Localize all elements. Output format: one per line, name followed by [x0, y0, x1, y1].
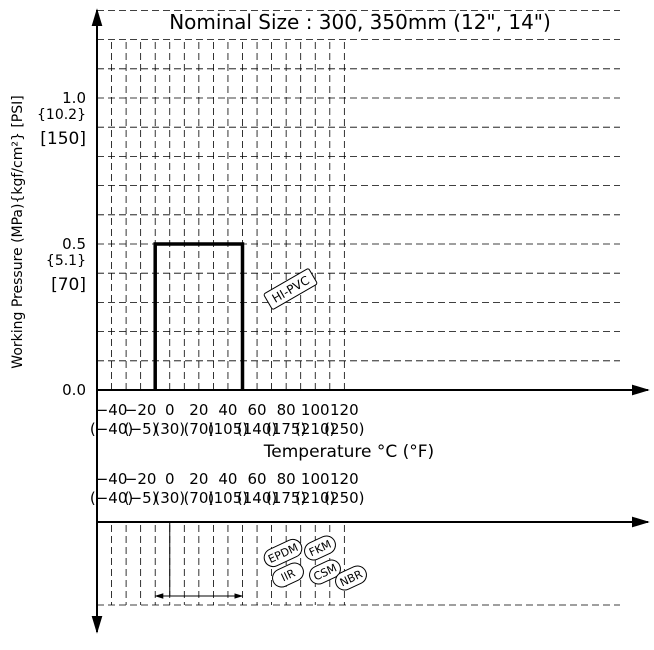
y-tick-psi: [70]: [51, 275, 86, 295]
x-tick-celsius: 0: [165, 401, 175, 419]
x-tick-celsius: 40: [218, 401, 237, 419]
x-tick-lower-celsius: 60: [248, 470, 267, 488]
x-tick-lower-celsius: 80: [277, 470, 296, 488]
x-tick-fahrenheit: (250): [324, 420, 364, 438]
x-tick-lower-fahrenheit: (70): [183, 489, 214, 507]
x-tick-fahrenheit: (175): [266, 420, 306, 438]
x-tick-fahrenheit: (210): [295, 420, 335, 438]
x-tick-lower-fahrenheit: (210): [295, 489, 335, 507]
x-tick-fahrenheit: (−5): [124, 420, 158, 438]
x-tick-celsius: 120: [330, 401, 359, 419]
seal-material-text: IIR: [279, 566, 298, 584]
chart-title: Nominal Size : 300, 350mm (12", 14"): [169, 10, 551, 34]
x-tick-lower-fahrenheit: (250): [324, 489, 364, 507]
x-tick-lower-celsius: 100: [301, 470, 330, 488]
x-tick-lower-celsius: 120: [330, 470, 359, 488]
seal-chart-grid: [97, 525, 620, 606]
x-tick-lower-celsius: 20: [189, 470, 208, 488]
series-line-hi-pvc: [153, 242, 245, 390]
seal-material-badge: [309, 559, 341, 585]
x-tick-lower-celsius: 40: [218, 470, 237, 488]
x-tick-fahrenheit: (70): [183, 420, 214, 438]
y-tick-psi: [150]: [40, 129, 86, 149]
y-tick-labels: 0.0 0.5{5.1} [70] 1.0{10.2} [150]: [37, 89, 86, 399]
x-tick-fahrenheit: (105): [208, 420, 248, 438]
series-label-box: [263, 268, 318, 310]
y-tick-mpa: 1.0: [62, 89, 86, 107]
x-tick-lower-fahrenheit: (−40): [90, 489, 133, 507]
seal-material-label: IIR: [272, 562, 304, 588]
x-tick-labels-lower: −40(−40)−20(−5) 0(30)20(70)40(105)60(140)…: [90, 470, 365, 507]
x-tick-lower-fahrenheit: (105): [208, 489, 248, 507]
x-tick-fahrenheit: (30): [154, 420, 185, 438]
x-tick-lower-celsius: −40: [96, 470, 128, 488]
chart-grid: [97, 9, 620, 390]
y-tick-kgf: {5.1}: [46, 253, 86, 269]
seal-material-label: CSM: [309, 559, 341, 585]
seal-material-badge: [263, 538, 303, 568]
seal-material-label: FKM: [304, 535, 336, 561]
y-tick-kgf: {10.2}: [37, 107, 86, 123]
x-tick-celsius: 100: [301, 401, 330, 419]
x-tick-celsius: 20: [189, 401, 208, 419]
x-tick-lower-fahrenheit: (30): [154, 489, 185, 507]
x-tick-fahrenheit: (140): [237, 420, 277, 438]
y-tick-mpa: 0.5: [62, 235, 86, 253]
x-tick-fahrenheit: (−40): [90, 420, 133, 438]
x-tick-lower-fahrenheit: (175): [266, 489, 306, 507]
x-tick-celsius: 60: [248, 401, 267, 419]
seal-material-badge: [304, 535, 336, 561]
x-tick-labels: −40(−40)−20(−5) 0(30)20(70)40(105)60(140)…: [90, 401, 365, 438]
x-tick-lower-fahrenheit: (140): [237, 489, 277, 507]
y-tick-mpa: 0.0: [62, 381, 86, 399]
x-tick-celsius: −20: [125, 401, 157, 419]
y-axis-label: Working Pressure (MPa){kgf/cm²} [PSI]: [10, 95, 26, 368]
seal-material-badge: [272, 562, 304, 588]
seal-material-label: NBR: [335, 565, 367, 591]
x-tick-lower-fahrenheit: (−5): [124, 489, 158, 507]
x-tick-lower-celsius: −20: [125, 470, 157, 488]
x-tick-lower-celsius: 0: [165, 470, 175, 488]
seal-material-badge: [335, 565, 367, 591]
x-axis-label: Temperature °C (°F): [263, 442, 434, 462]
x-tick-celsius: −40: [96, 401, 128, 419]
series-layer: HI-PVC: [153, 242, 318, 390]
x-tick-celsius: 80: [277, 401, 296, 419]
